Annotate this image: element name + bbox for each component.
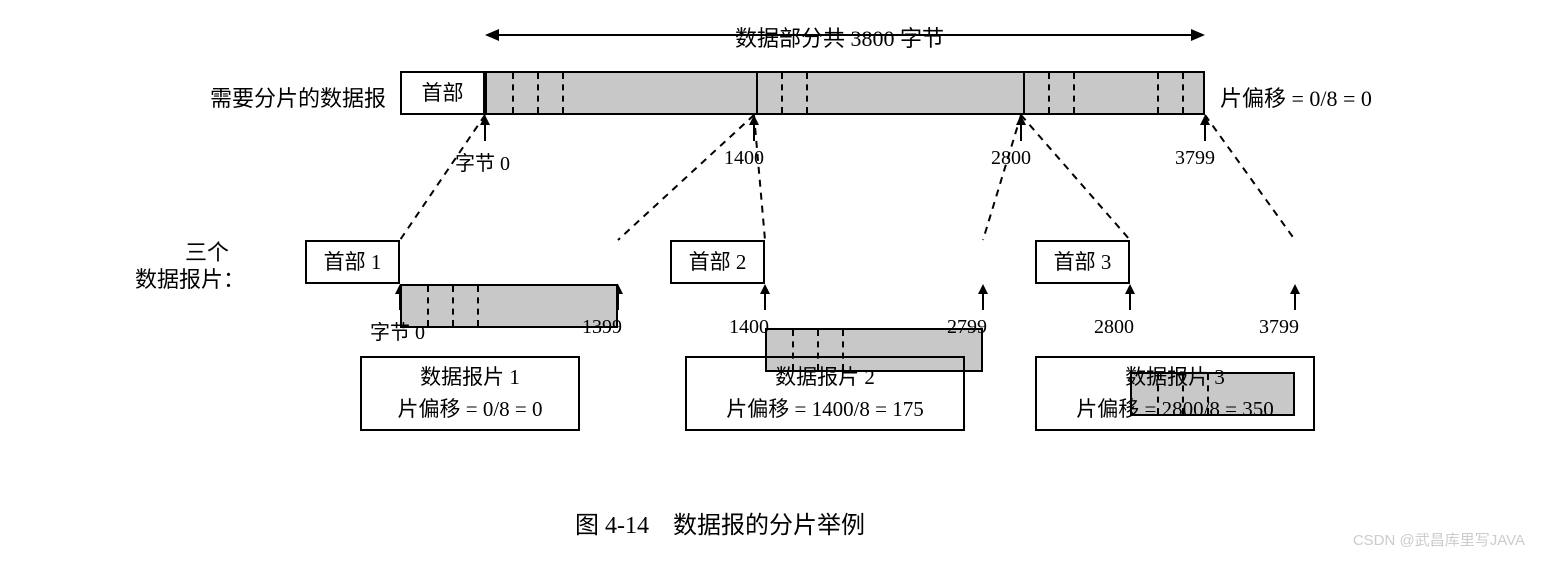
figure-caption: 图 4-14 数据报的分片举例 xyxy=(575,505,865,540)
fragment-3-info: 数据报片 3片偏移 = 2800/8 = 350 xyxy=(1035,356,1315,431)
fragment-marker-label: 2799 xyxy=(947,316,987,339)
fragment-marker-label: 字节 0 xyxy=(370,316,425,345)
original-header: 首部 xyxy=(400,71,485,115)
dash xyxy=(562,73,564,113)
dash xyxy=(781,73,783,113)
dash xyxy=(427,286,429,326)
divider xyxy=(1023,73,1025,113)
dash xyxy=(806,73,808,113)
fragment-marker-label: 3799 xyxy=(1259,316,1299,339)
divider xyxy=(756,73,758,113)
watermark: CSDN @武昌库里写JAVA xyxy=(1353,529,1525,550)
fragment-1-header: 首部 1 xyxy=(305,240,400,284)
offset-label-right: 片偏移 = 0/8 = 0 xyxy=(1220,81,1372,113)
marker-label: 字节 0 xyxy=(455,147,510,176)
fragment-3-header: 首部 3 xyxy=(1035,240,1130,284)
marker-label: 3799 xyxy=(1175,147,1215,170)
dash xyxy=(1048,73,1050,113)
fragment-2-info: 数据报片 2片偏移 = 1400/8 = 175 xyxy=(685,356,965,431)
marker-label: 1400 xyxy=(724,147,764,170)
fragment-marker-label: 1400 xyxy=(729,316,769,339)
diagram-container: 数据部分共 3800 字节需要分片的数据报首部 片偏移 = 0/8 = 0 字节 0… xyxy=(15,15,1535,555)
fragment-marker-label: 1399 xyxy=(582,316,622,339)
dash xyxy=(537,73,539,113)
marker-label: 2800 xyxy=(991,147,1031,170)
fragments-label-2: 数据报片： xyxy=(135,262,245,294)
dash xyxy=(512,73,514,113)
original-label: 需要分片的数据报 xyxy=(210,81,386,113)
measure-label: 数据部分共 3800 字节 xyxy=(735,21,944,53)
fragment-marker-label: 2800 xyxy=(1094,316,1134,339)
fragment-1-info: 数据报片 1片偏移 = 0/8 = 0 xyxy=(360,356,580,431)
dash xyxy=(1182,73,1184,113)
dash xyxy=(452,286,454,326)
fragment-2-header: 首部 2 xyxy=(670,240,765,284)
dash xyxy=(477,286,479,326)
dash xyxy=(1157,73,1159,113)
original-data xyxy=(485,71,1205,115)
dash xyxy=(1073,73,1075,113)
